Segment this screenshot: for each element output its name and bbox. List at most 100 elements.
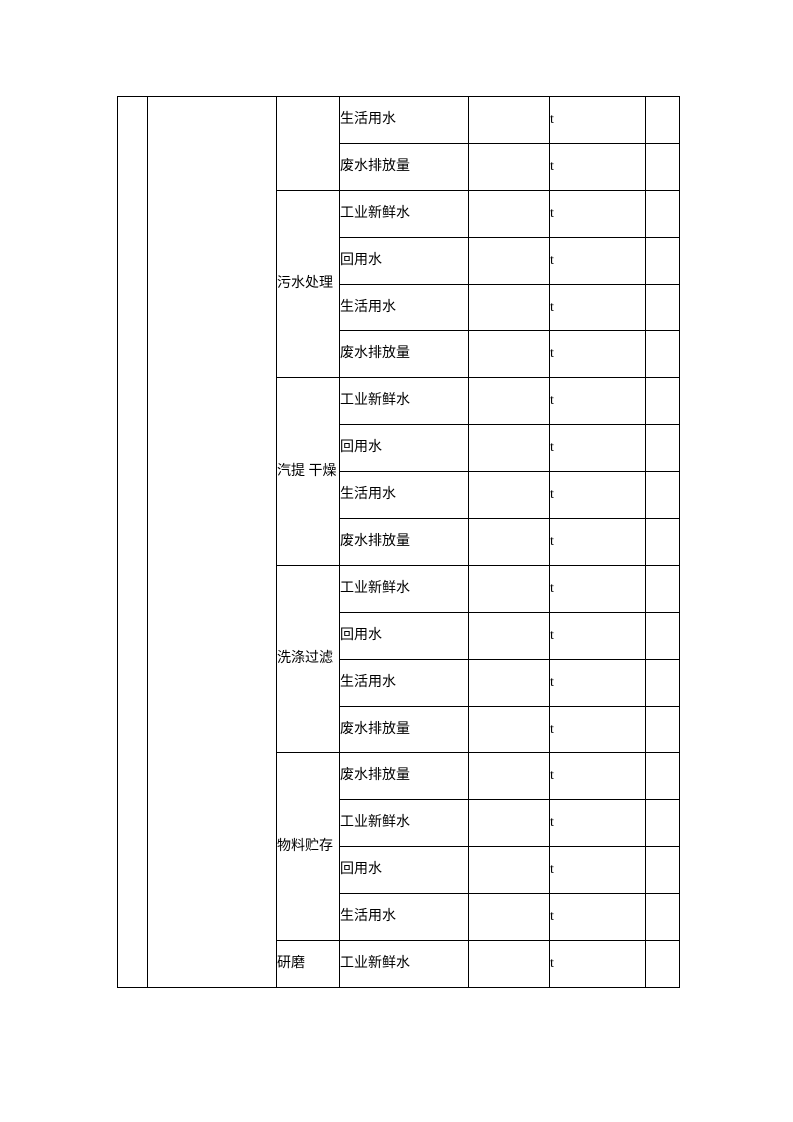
- table-row: 物料贮存 废水排放量 t: [118, 752, 680, 942]
- item-label-cell: 工业新鲜水: [339, 189, 469, 238]
- table-row: 生活用水 t: [118, 658, 680, 707]
- item-label-cell: 生活用水: [339, 283, 469, 332]
- item-label-cell: 回用水: [339, 236, 469, 285]
- item-label-cell: 废水排放量: [339, 142, 469, 191]
- group-label-cell: 物料贮存: [276, 752, 340, 942]
- value-cell: [468, 142, 550, 191]
- value-cell: [468, 189, 550, 238]
- item-label-cell: 回用水: [339, 846, 469, 895]
- table-row: 回用水 t: [118, 424, 680, 473]
- item-label-cell: 回用水: [339, 424, 469, 473]
- table-row: 生活用水 t: [118, 283, 680, 332]
- trailing-cell: [645, 940, 680, 988]
- table-row: 回用水 t: [118, 846, 680, 895]
- trailing-cell: [645, 518, 680, 566]
- value-cell: [468, 471, 550, 520]
- trailing-cell: [645, 799, 680, 848]
- unit-cell: t: [549, 142, 646, 191]
- unit-cell: t: [549, 330, 646, 379]
- value-cell: [468, 611, 550, 660]
- trailing-cell: [645, 752, 680, 801]
- trailing-cell: [645, 330, 680, 379]
- value-cell: [468, 236, 550, 285]
- unit-cell: t: [549, 611, 646, 660]
- item-label-cell: 废水排放量: [339, 705, 469, 754]
- unit-cell: t: [549, 377, 646, 426]
- value-cell: [468, 424, 550, 473]
- value-cell: [468, 658, 550, 707]
- value-cell: [468, 377, 550, 426]
- group-label-cell: 汽提 干燥: [276, 377, 340, 566]
- value-cell: [468, 518, 550, 566]
- unit-cell: t: [549, 705, 646, 754]
- table-row: 生活用水 t: [118, 471, 680, 520]
- unit-cell: t: [549, 189, 646, 238]
- value-cell: [468, 940, 550, 988]
- trailing-cell: [645, 658, 680, 707]
- trailing-cell: [645, 236, 680, 285]
- trailing-cell: [645, 283, 680, 332]
- second-spacer-cell: [147, 96, 277, 988]
- table-row: 回用水 t: [118, 236, 680, 285]
- trailing-cell: [645, 564, 680, 613]
- item-label-cell: 回用水: [339, 611, 469, 660]
- value-cell: [468, 846, 550, 895]
- table-row: 研磨 工业新鲜水 t: [118, 940, 680, 988]
- group-label-cell: 洗涤过滤: [276, 564, 340, 754]
- table-row: 回用水 t: [118, 611, 680, 660]
- value-cell: [468, 893, 550, 942]
- value-cell: [468, 705, 550, 754]
- item-label-cell: 工业新鲜水: [339, 940, 469, 988]
- value-cell: [468, 283, 550, 332]
- left-spacer-cell: [117, 96, 148, 988]
- trailing-cell: [645, 377, 680, 426]
- trailing-cell: [645, 142, 680, 191]
- table-row: 废水排放量 t: [118, 705, 680, 754]
- item-label-cell: 生活用水: [339, 893, 469, 942]
- unit-cell: t: [549, 424, 646, 473]
- table-row: 污水处理 工业新鲜水 t: [118, 189, 680, 379]
- table-row: 洗涤过滤 工业新鲜水 t: [118, 564, 680, 754]
- trailing-cell: [645, 705, 680, 754]
- value-cell: [468, 752, 550, 801]
- unit-cell: t: [549, 799, 646, 848]
- trailing-cell: [645, 189, 680, 238]
- unit-cell: t: [549, 518, 646, 566]
- unit-cell: t: [549, 96, 646, 144]
- trailing-cell: [645, 846, 680, 895]
- trailing-cell: [645, 471, 680, 520]
- unit-cell: t: [549, 940, 646, 988]
- unit-cell: t: [549, 893, 646, 942]
- item-label-cell: 工业新鲜水: [339, 377, 469, 426]
- value-cell: [468, 330, 550, 379]
- unit-cell: t: [549, 471, 646, 520]
- table-row: 生活用水 t: [118, 893, 680, 942]
- table-row: 生活用水 t: [117, 96, 680, 988]
- group-label-cell: 研磨: [276, 940, 340, 988]
- unit-cell: t: [549, 846, 646, 895]
- item-label-cell: 生活用水: [339, 658, 469, 707]
- trailing-cell: [645, 611, 680, 660]
- water-balance-table: 生活用水 t 废水排放量 t 污水处理 工业新鲜水 t 回用水: [117, 96, 680, 988]
- unit-cell: t: [549, 752, 646, 801]
- trailing-cell: [645, 96, 680, 144]
- item-label-cell: 生活用水: [339, 471, 469, 520]
- item-label-cell: 工业新鲜水: [339, 799, 469, 848]
- unit-cell: t: [549, 658, 646, 707]
- group-label-cell: 污水处理: [276, 189, 340, 379]
- unit-cell: t: [549, 236, 646, 285]
- value-cell: [468, 96, 550, 144]
- trailing-cell: [645, 424, 680, 473]
- item-label-cell: 废水排放量: [339, 518, 469, 566]
- item-label-cell: 生活用水: [339, 96, 469, 144]
- unit-cell: t: [549, 283, 646, 332]
- item-label-cell: 工业新鲜水: [339, 564, 469, 613]
- value-cell: [468, 564, 550, 613]
- trailing-cell: [645, 893, 680, 942]
- item-label-cell: 废水排放量: [339, 752, 469, 801]
- item-label-cell: 废水排放量: [339, 330, 469, 379]
- value-cell: [468, 799, 550, 848]
- group-label-cell: [276, 96, 340, 191]
- unit-cell: t: [549, 564, 646, 613]
